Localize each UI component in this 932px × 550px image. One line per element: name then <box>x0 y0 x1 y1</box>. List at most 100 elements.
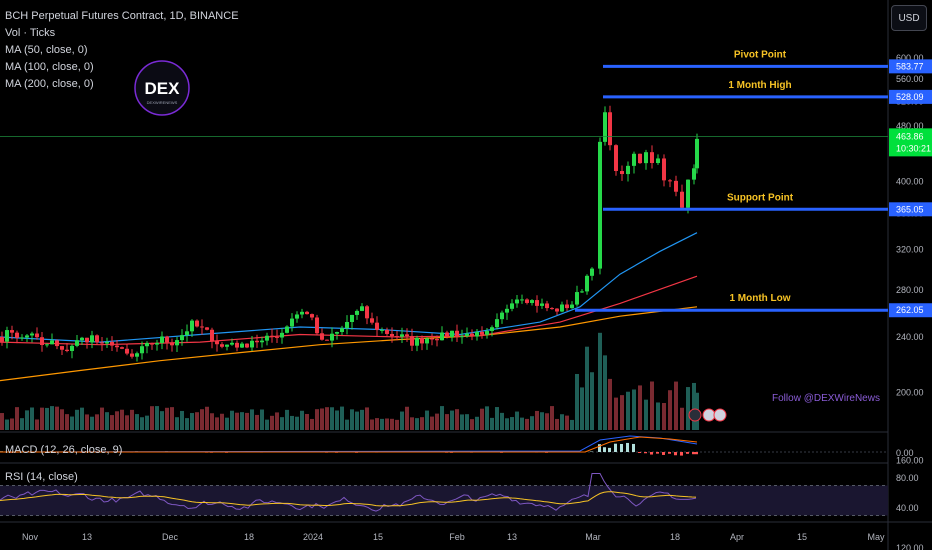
volume-bar <box>325 407 329 430</box>
volume-bar <box>575 373 579 430</box>
candle-body <box>395 336 399 338</box>
macd-histogram-bar <box>656 452 659 454</box>
currency-button[interactable]: USD <box>891 5 927 31</box>
volume-bar <box>638 385 642 430</box>
volume-bar <box>430 416 434 430</box>
macd-histogram-bar <box>674 452 677 456</box>
volume-bar <box>570 419 574 430</box>
candle-body <box>185 331 189 336</box>
candle-body <box>603 112 607 142</box>
candle-body <box>200 326 204 328</box>
volume-bar <box>425 410 429 430</box>
candle-body <box>75 340 79 346</box>
level-label: 1 Month High <box>728 80 791 91</box>
dex-logo-subtext: DEXWIRENEWS <box>147 100 178 105</box>
candle-body <box>375 322 379 330</box>
volume-bar <box>545 413 549 430</box>
legend-title: BCH Perpetual Futures Contract, 1D, BINA… <box>5 10 239 22</box>
volume-bar <box>410 417 414 430</box>
candle-body <box>520 299 524 301</box>
candle-body <box>270 335 274 337</box>
rsi-line <box>0 473 697 512</box>
volume-bar <box>435 413 439 430</box>
volume-bar <box>662 403 666 430</box>
volume-bar <box>30 407 34 430</box>
candle-body <box>330 333 334 341</box>
volume-bar <box>70 416 74 430</box>
candle-body <box>40 337 44 346</box>
volume-bar <box>680 407 684 430</box>
candle-body <box>475 331 479 337</box>
volume-bar <box>515 411 519 430</box>
candle-body <box>680 191 684 208</box>
candle-body <box>614 145 618 172</box>
candle-body <box>400 334 404 337</box>
volume-bar <box>360 409 364 430</box>
candle-body <box>405 334 409 337</box>
current-price-tag <box>889 128 932 157</box>
volume-bar <box>225 417 229 430</box>
candle-body <box>365 306 369 319</box>
price-tick-label: 240.00 <box>896 332 924 342</box>
candle-body <box>315 317 319 334</box>
candle-body <box>390 333 394 337</box>
candle-body <box>70 345 74 351</box>
volume-bar <box>540 412 544 430</box>
time-tick-label: Nov <box>22 532 39 542</box>
volume-bar <box>265 419 269 430</box>
candle-body <box>445 332 449 338</box>
volume-bar <box>626 391 630 430</box>
candle-body <box>190 320 194 332</box>
level-price-tag <box>889 303 932 318</box>
candle-body <box>525 299 529 303</box>
volume-bar <box>100 407 104 430</box>
time-tick-label: 15 <box>373 532 383 542</box>
volume-bar <box>255 414 259 430</box>
candle-body <box>485 330 489 335</box>
candle-body <box>535 300 539 306</box>
volume-bar <box>35 419 39 430</box>
volume-bar <box>674 381 678 430</box>
legend: BCH Perpetual Futures Contract, 1D, BINA… <box>5 8 239 93</box>
event-flag-icon <box>702 408 716 422</box>
candle-body <box>60 346 64 350</box>
volume-bar <box>345 419 349 430</box>
candle-body <box>355 310 359 315</box>
volume-bar <box>260 409 264 430</box>
time-tick-label: Feb <box>449 532 465 542</box>
volume-bar <box>160 411 164 430</box>
volume-bar <box>20 418 24 430</box>
volume-bar <box>175 417 179 430</box>
candle-body <box>175 340 179 346</box>
macd-histogram-bar <box>598 444 601 452</box>
candle-body <box>662 158 666 181</box>
volume-bar <box>510 417 514 430</box>
level-price-tag-text: 528.09 <box>896 92 924 102</box>
candle-body <box>626 165 630 175</box>
volume-bar <box>40 407 44 430</box>
price-tick-label: 600.00 <box>896 53 924 63</box>
candle-body <box>85 337 89 343</box>
volume-bar <box>215 417 219 430</box>
price-tick-label: 560.00 <box>896 74 924 84</box>
volume-bar <box>350 409 354 430</box>
candle-body <box>608 112 612 146</box>
candle-body <box>155 342 159 345</box>
volume-bar <box>485 406 489 430</box>
macd-histogram-bar <box>626 442 629 452</box>
level-price-tag-text: 262.05 <box>896 305 924 315</box>
volume-bar <box>603 355 607 430</box>
candle-body <box>455 330 459 338</box>
volume-bar <box>565 415 569 430</box>
candle-body <box>220 344 224 347</box>
candle-body <box>668 180 672 182</box>
rsi-ma-line <box>0 491 697 507</box>
candle-body <box>420 337 424 344</box>
volume-bar <box>5 419 9 430</box>
volume-bar <box>475 416 479 430</box>
candle-body <box>644 152 648 164</box>
volume-bar <box>530 416 534 430</box>
price-tick-label: 320.00 <box>896 244 924 254</box>
volume-bar <box>50 406 54 430</box>
